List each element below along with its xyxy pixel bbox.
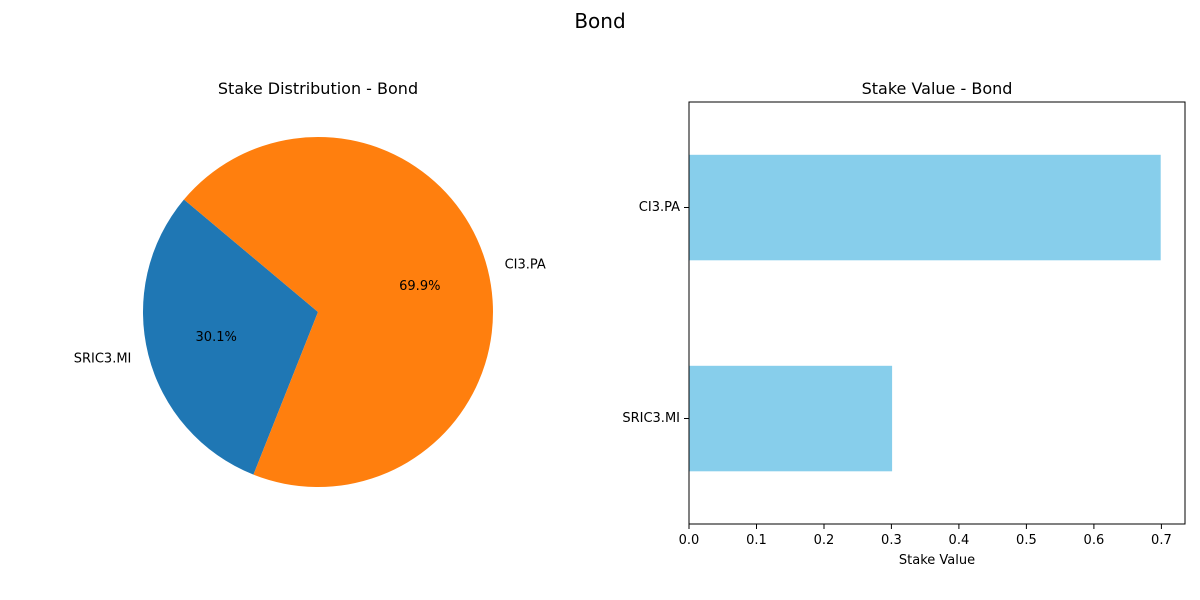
x-tick-label: 0.5 [1016, 533, 1037, 548]
pie-chart: Stake Distribution - Bond SRIC3.MI 30.1% C… [74, 79, 546, 488]
bar-title: Stake Value - Bond [862, 79, 1013, 98]
bar-ci3-pa [689, 154, 1161, 261]
bar-x-axis-label: Stake Value [899, 553, 975, 568]
y-tick-label: SRIC3.MI [622, 411, 680, 426]
x-tick-label: 0.6 [1084, 533, 1105, 548]
pie-title: Stake Distribution - Bond [218, 79, 418, 98]
bar-x-ticks: 0.0 0.1 0.2 0.3 0.4 0.5 0.6 0.7 [679, 524, 1172, 548]
x-tick-label: 0.3 [881, 533, 902, 548]
pie-slice-percent: 69.9% [399, 279, 440, 294]
x-tick-label: 0.4 [949, 533, 970, 548]
pie-slice-label: CI3.PA [505, 257, 546, 272]
bar-bars [689, 154, 1161, 472]
pie-slices [142, 137, 493, 488]
pie-slice-percent: 30.1% [196, 330, 237, 345]
x-tick-label: 0.0 [679, 533, 700, 548]
bar-axes [688, 101, 1186, 525]
bar-sric3-mi [689, 365, 893, 472]
x-tick-label: 0.2 [814, 533, 835, 548]
figure-title: Bond [574, 9, 625, 33]
bar-y-ticks: SRIC3.MI CI3.PA [622, 200, 689, 426]
x-tick-label: 0.1 [746, 533, 767, 548]
x-tick-label: 0.7 [1151, 533, 1172, 548]
pie-slice-label: SRIC3.MI [74, 352, 132, 367]
pie-labels: SRIC3.MI 30.1% CI3.PA 69.9% [74, 257, 546, 366]
bar-chart: Stake Value - Bond 0.0 0.1 0.2 0.3 0.4 0.5 0.6… [622, 79, 1186, 568]
y-tick-label: CI3.PA [639, 200, 680, 215]
pie-slice-ci3-pa [183, 137, 493, 488]
bar-axes-frame [688, 101, 1186, 525]
pie-slice-sric3-mi [142, 199, 318, 475]
